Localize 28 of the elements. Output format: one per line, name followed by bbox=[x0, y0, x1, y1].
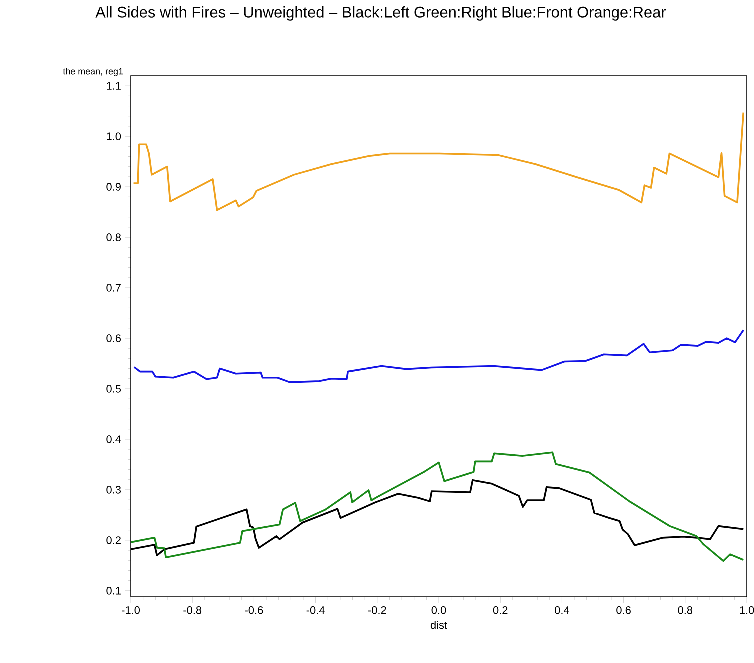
x-tick-label: 0.0 bbox=[432, 606, 446, 614]
x-tick-label: 0.2 bbox=[493, 606, 508, 614]
x-tick-label: 0.6 bbox=[616, 606, 631, 614]
y-tick-label: 1.0 bbox=[107, 132, 122, 140]
line-series bbox=[132, 112, 745, 212]
chart-title: All Sides with Fires – Unweighted – Black:Left Green:Right Blue:Front Orange:Rear bbox=[96, 6, 666, 21]
y-tick-label: 0.8 bbox=[106, 234, 121, 242]
y-tick-label: 1.1 bbox=[107, 82, 121, 90]
y-tick-label: 0.3 bbox=[106, 486, 121, 494]
y-tick-label: 0.6 bbox=[106, 334, 121, 342]
x-tick-label: 1.0 bbox=[740, 606, 754, 614]
y-tick-label: 0.9 bbox=[106, 183, 121, 191]
y-axis-title: the mean, reg1 bbox=[63, 68, 124, 76]
x-tick-label: 0.4 bbox=[555, 606, 570, 614]
x-tick-label: -0.2 bbox=[368, 606, 386, 614]
y-tick-label: 0.1 bbox=[106, 587, 121, 595]
line-series bbox=[131, 452, 745, 562]
y-tick-label: 0.7 bbox=[106, 284, 121, 292]
line-series bbox=[134, 330, 745, 384]
x-axis-title: dist bbox=[430, 621, 448, 630]
x-tick-label: 0.8 bbox=[678, 606, 693, 614]
y-tick-label: 0.2 bbox=[106, 536, 121, 544]
x-tick-label: -1.0 bbox=[122, 606, 140, 614]
y-tick-label: 0.4 bbox=[106, 436, 122, 444]
x-tick-label: -0.4 bbox=[306, 606, 325, 614]
y-tick-label: 0.5 bbox=[106, 385, 122, 393]
x-tick-label: -0.8 bbox=[184, 606, 202, 614]
x-tick-label: -0.6 bbox=[245, 606, 264, 614]
